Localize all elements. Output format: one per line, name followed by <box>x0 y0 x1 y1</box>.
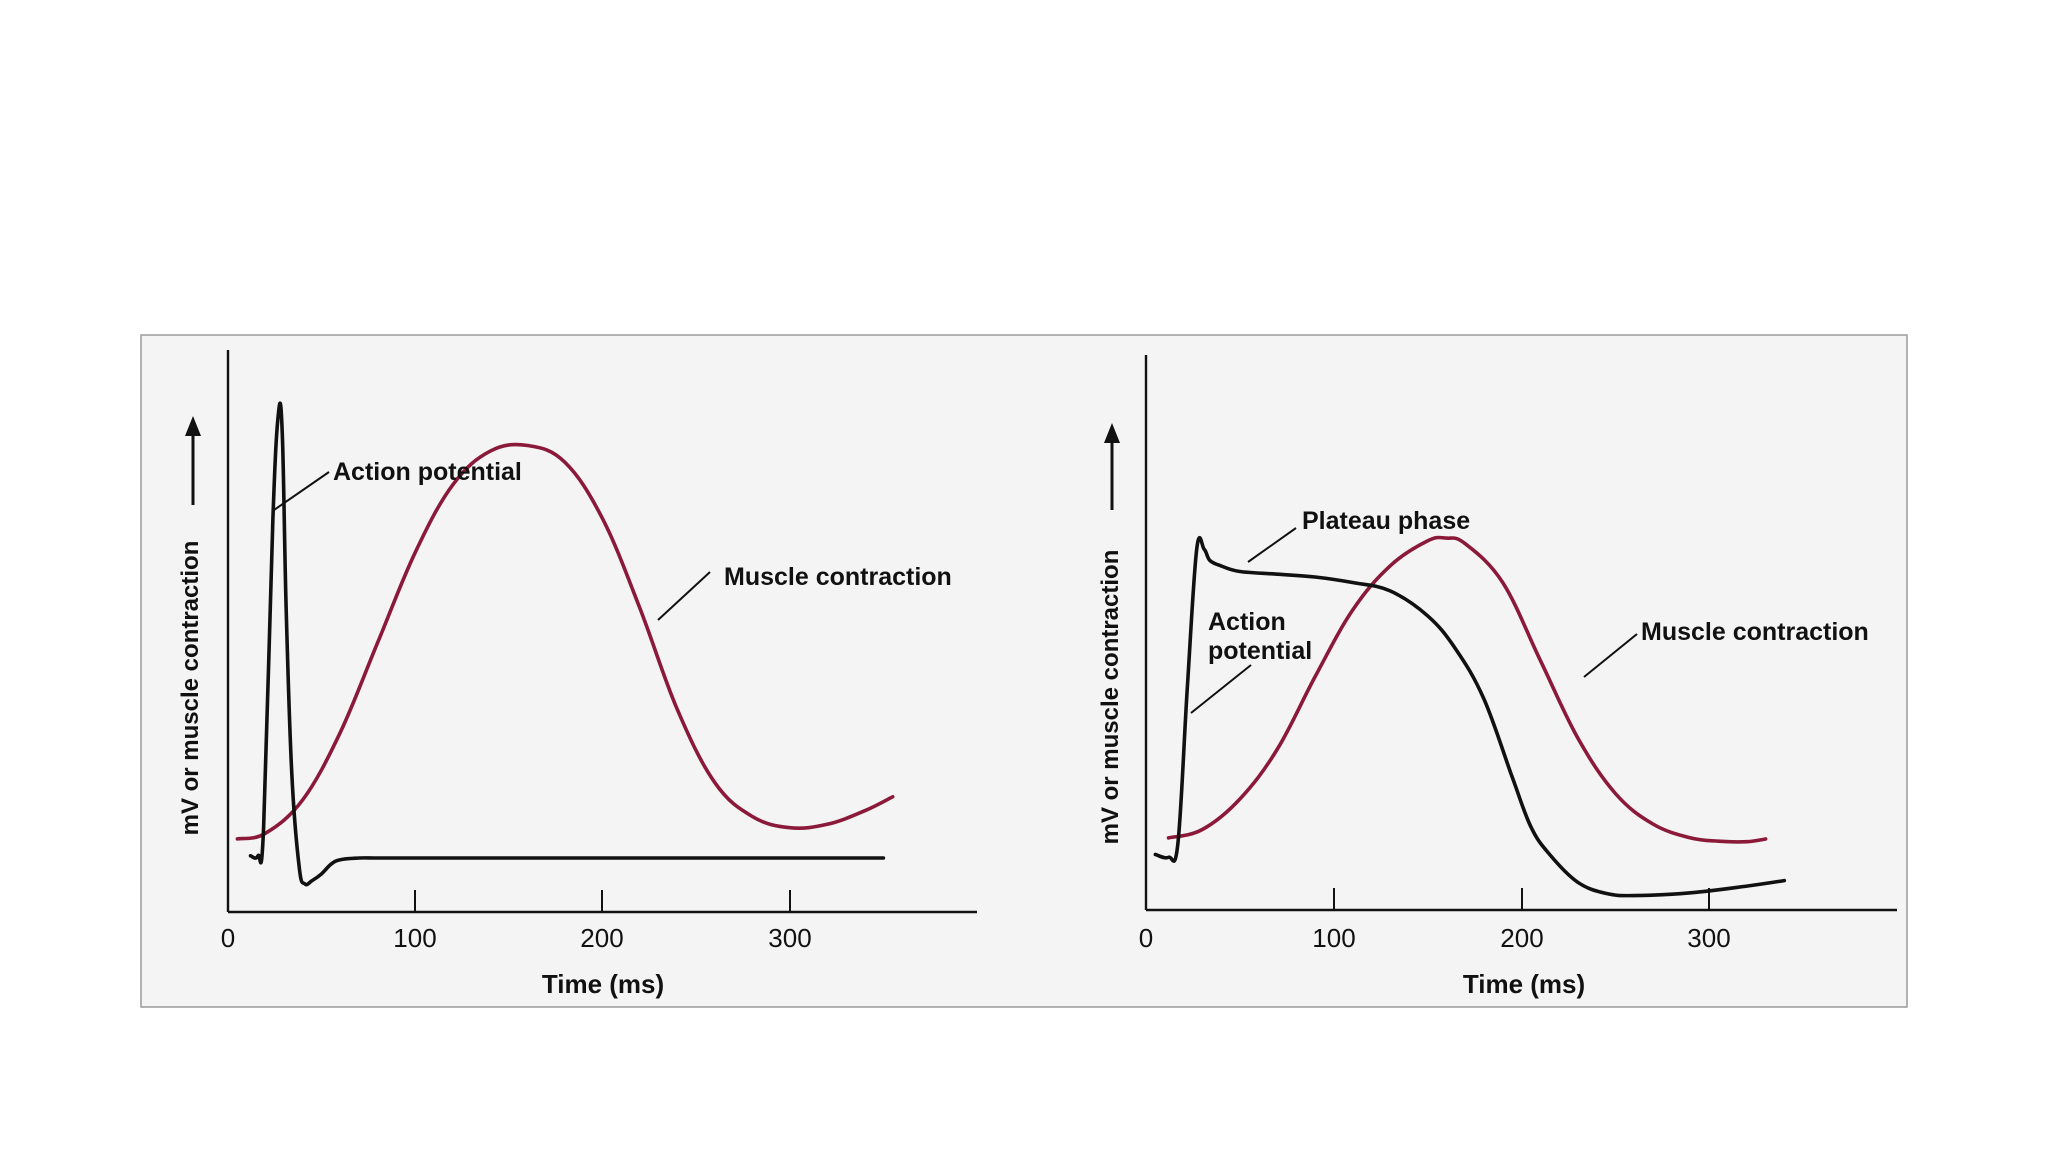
series-muscle-contraction-line <box>235 442 895 841</box>
x-tick-label-100: 100 <box>1312 923 1355 953</box>
y-axis-arrow-icon <box>1104 423 1120 510</box>
y-axis-label: mV or muscle contraction <box>1097 550 1124 845</box>
x-tick-label-300: 300 <box>768 923 811 953</box>
annotation-action-potential-line-1: Action <box>1208 608 1286 636</box>
chart-cardiac-muscle: 0 100 200 300 Time (ms) mV or muscle con… <box>1097 355 1897 999</box>
annotation-action-potential: Action potential <box>333 458 522 486</box>
y-axis-arrow-icon <box>185 416 201 505</box>
figure-panel <box>140 334 1908 1008</box>
leader-muscle-contraction <box>1583 633 1638 678</box>
x-axis-label: Time (ms) <box>1463 969 1585 999</box>
leader-plateau-phase <box>1247 527 1297 563</box>
annotation-action-potential-line-2: potential <box>1208 637 1312 665</box>
leader-action-potential <box>273 471 330 511</box>
x-axis-label: Time (ms) <box>542 969 664 999</box>
x-tick-label-100: 100 <box>393 923 436 953</box>
chart-skeletal-muscle: 0 100 200 300 Time (ms) mV or muscle con… <box>177 350 977 999</box>
y-axis-label: mV or muscle contraction <box>177 541 204 836</box>
series-action-potential-line <box>1153 535 1787 898</box>
x-axis-ticks: 0 100 200 300 <box>221 890 812 953</box>
x-tick-label-300: 300 <box>1687 923 1730 953</box>
annotation-muscle-contraction: Muscle contraction <box>724 563 952 591</box>
x-tick-label-0: 0 <box>221 923 235 953</box>
x-tick-label-200: 200 <box>1500 923 1543 953</box>
x-tick-label-0: 0 <box>1139 923 1153 953</box>
leader-muscle-contraction <box>657 571 711 621</box>
series-action-potential-line <box>248 401 886 887</box>
annotation-action-potential: Action potential <box>1208 608 1312 665</box>
annotation-muscle-contraction: Muscle contraction <box>1641 618 1869 646</box>
series-muscle-contraction-line <box>1166 535 1768 844</box>
x-axis-ticks: 0 100 200 300 <box>1139 888 1731 953</box>
annotation-plateau-phase: Plateau phase <box>1302 507 1470 535</box>
leader-action-potential <box>1190 664 1252 714</box>
x-tick-label-200: 200 <box>580 923 623 953</box>
